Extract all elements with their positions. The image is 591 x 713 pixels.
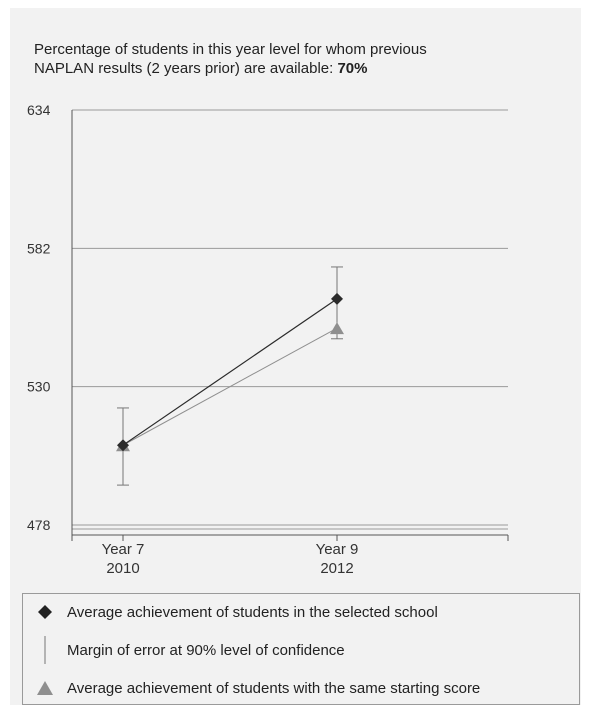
legend-item-school: Average achievement of students in the s… xyxy=(23,598,438,626)
legend-label: Margin of error at 90% level of confiden… xyxy=(67,641,345,659)
chart-header: Percentage of students in this year leve… xyxy=(34,40,554,78)
error-bar-icon xyxy=(23,633,67,667)
legend-label: Average achievement of students with the… xyxy=(67,679,481,697)
series-line-school xyxy=(122,298,338,446)
series-layer xyxy=(116,266,344,486)
diamond-marker xyxy=(331,292,343,305)
x-tick-label-year: Year 9 xyxy=(316,541,359,558)
triangle-icon xyxy=(23,674,67,702)
diamond-marker xyxy=(117,439,129,452)
legend-item-same-start: Average achievement of students with the… xyxy=(23,674,480,702)
x-tick-label-year: Year 7 xyxy=(102,541,145,558)
series-line-same-start xyxy=(122,327,338,446)
line-chart: 634 582 530 478 Year 7 2010 Year 9 2012 xyxy=(27,102,509,577)
x-tick-labels: Year 7 2010 Year 9 2012 xyxy=(102,541,359,577)
legend-item-error: Margin of error at 90% level of confiden… xyxy=(23,633,345,667)
chart-panel xyxy=(10,8,581,705)
x-tick-marks xyxy=(71,535,509,541)
y-tick-labels: 634 582 530 478 xyxy=(27,102,51,533)
header-line-2: NAPLAN results (2 years prior) are avail… xyxy=(34,59,554,78)
x-tick-label-date: 2010 xyxy=(106,560,139,577)
header-line-1: Percentage of students in this year leve… xyxy=(34,41,427,58)
legend-label: Average achievement of students in the s… xyxy=(67,603,438,621)
triangle-marker xyxy=(330,322,344,335)
grid-lines xyxy=(72,109,508,530)
y-tick-label: 478 xyxy=(27,517,51,533)
diamond-icon xyxy=(23,598,67,626)
y-tick-label: 530 xyxy=(27,379,51,395)
header-line-2-prefix: NAPLAN results (2 years prior) are avail… xyxy=(34,60,334,77)
header-percentage-value: 70% xyxy=(337,60,368,77)
y-tick-label: 582 xyxy=(27,240,51,256)
legend-box: Average achievement of students in the s… xyxy=(22,593,580,705)
y-tick-label: 634 xyxy=(27,102,51,118)
x-tick-label-date: 2012 xyxy=(320,560,353,577)
